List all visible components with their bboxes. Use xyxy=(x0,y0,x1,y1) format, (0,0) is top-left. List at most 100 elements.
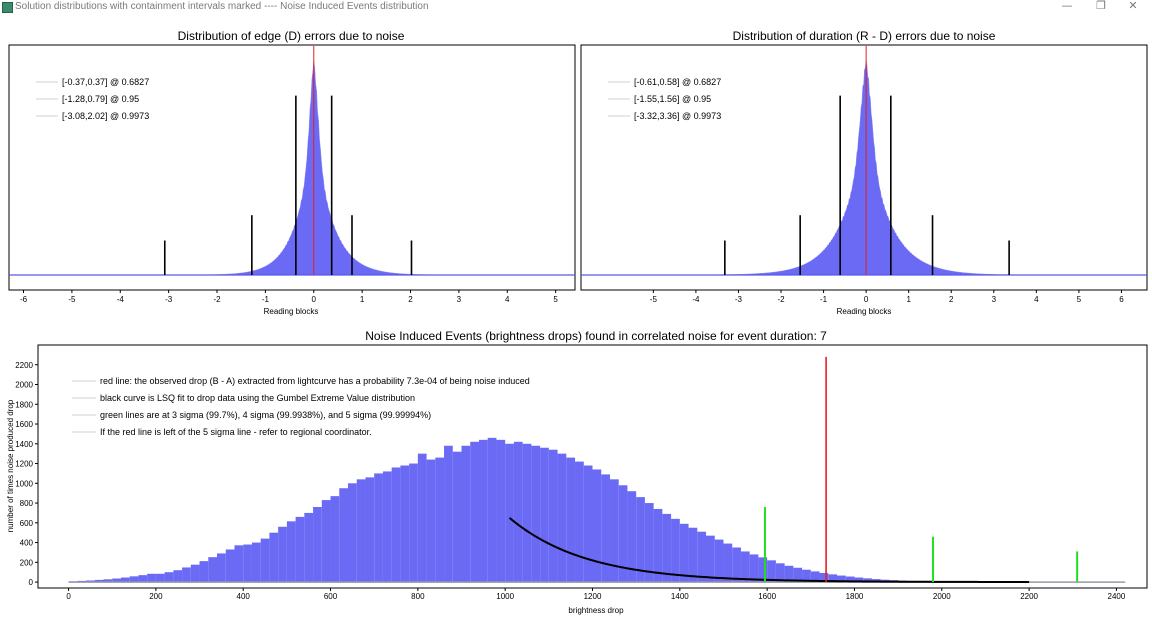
histogram-bar xyxy=(225,549,235,583)
x-tick-label: 5 xyxy=(553,295,558,304)
y-tick-label: 1800 xyxy=(15,400,33,409)
histogram-bar xyxy=(810,571,820,583)
histogram-bar xyxy=(295,516,305,583)
histogram-bar xyxy=(531,445,541,583)
histogram-bar xyxy=(112,578,121,583)
histogram-bar xyxy=(513,441,523,583)
y-tick-label: 400 xyxy=(20,539,34,548)
histogram-bar xyxy=(557,453,567,583)
maximize-button[interactable]: ❐ xyxy=(1096,0,1106,12)
y-tick-label: 1600 xyxy=(15,420,33,429)
histogram-bar xyxy=(653,508,663,583)
chart-title: Noise Induced Events (brightness drops) … xyxy=(365,329,827,343)
histogram-bar xyxy=(802,569,811,583)
histogram-bar xyxy=(138,575,148,583)
x-tick-label: 0 xyxy=(66,592,71,601)
histogram-bar xyxy=(775,563,785,583)
x-tick-label: 1400 xyxy=(671,592,689,601)
histogram-bar xyxy=(147,573,156,583)
x-axis-label: brightness drop xyxy=(568,606,624,615)
histogram-bar xyxy=(644,503,654,583)
histogram-bar xyxy=(505,443,514,583)
app-icon xyxy=(2,2,13,13)
x-tick-label: -1 xyxy=(262,295,270,304)
histogram-bar xyxy=(217,553,226,583)
histogram-bar xyxy=(243,544,252,583)
x-tick-label: -3 xyxy=(735,295,743,304)
x-tick-label: 2000 xyxy=(933,592,951,601)
y-axis-label: number of times noise produced drop xyxy=(6,399,15,532)
legend-entry: black curve is LSQ fit to drop data usin… xyxy=(100,393,415,403)
histogram-bar xyxy=(313,507,322,583)
histogram-bar xyxy=(793,567,803,583)
histogram-bar xyxy=(94,579,104,583)
histogram-bar xyxy=(365,477,375,583)
histogram-bar xyxy=(566,457,576,583)
histogram-bar xyxy=(103,579,113,583)
histogram-bar xyxy=(740,551,750,583)
x-tick-label: -5 xyxy=(68,295,76,304)
histogram-bar xyxy=(697,531,707,583)
noise-events-plot: Noise Induced Events (brightness drops) … xyxy=(6,329,1148,615)
histogram-bar xyxy=(592,469,602,583)
histogram-bar xyxy=(409,463,418,583)
histogram-bar xyxy=(330,496,340,583)
legend-entry: [-0.61,0.58] @ 0.6827 xyxy=(634,77,721,87)
histogram-bar xyxy=(548,449,558,583)
histogram-bar xyxy=(417,453,427,583)
histogram-bar xyxy=(609,479,619,583)
histogram-bar xyxy=(662,513,672,583)
histogram-bar xyxy=(356,479,366,583)
x-tick-label: -1 xyxy=(820,295,828,304)
x-tick-label: 0 xyxy=(312,295,317,304)
x-tick-label: 2 xyxy=(949,295,954,304)
histogram-bar xyxy=(120,577,130,583)
histogram-bar xyxy=(208,557,218,583)
histogram-bar xyxy=(706,535,715,583)
histogram-bar xyxy=(671,518,680,583)
y-tick-label: 1400 xyxy=(15,440,33,449)
histogram-bar xyxy=(784,565,794,583)
histogram-bar xyxy=(854,577,864,583)
legend-entry: [-1.55,1.56] @ 0.95 xyxy=(634,94,711,104)
edge-plot-1: Distribution of duration (R - D) errors … xyxy=(580,29,1148,316)
histogram-bar xyxy=(155,573,165,583)
histogram-bar xyxy=(269,532,279,583)
histogram-bar xyxy=(863,578,872,583)
histogram-bar xyxy=(347,483,357,583)
legend-entry: [-1.28,0.79] @ 0.95 xyxy=(62,94,139,104)
x-tick-label: -6 xyxy=(20,295,28,304)
chart-title: Distribution of duration (R - D) errors … xyxy=(733,29,996,43)
close-button[interactable]: ✕ xyxy=(1128,0,1138,12)
x-tick-label: -4 xyxy=(117,295,125,304)
x-tick-label: 2200 xyxy=(1020,592,1038,601)
histogram-bar xyxy=(601,474,610,583)
x-tick-label: 1 xyxy=(906,295,911,304)
minimize-button[interactable]: — xyxy=(1061,0,1073,12)
legend-entry: [-3.32,3.36] @ 0.9973 xyxy=(634,111,721,121)
histogram-bar xyxy=(828,574,838,583)
x-axis-label: Reading blocks xyxy=(264,307,319,316)
histogram-bar xyxy=(845,576,855,583)
histogram-bar xyxy=(679,523,689,583)
histogram-bar xyxy=(837,575,846,583)
x-tick-label: 1600 xyxy=(758,592,776,601)
y-tick-label: 600 xyxy=(20,519,34,528)
histogram-bar xyxy=(749,554,759,583)
histogram-bar xyxy=(627,491,637,583)
legend-entry: red line: the observed drop (B - A) extr… xyxy=(100,376,530,386)
histogram-bar xyxy=(260,538,270,583)
histogram-bar xyxy=(575,461,584,583)
window-titlebar: Solution distributions with containment … xyxy=(0,0,1152,14)
histogram-bar xyxy=(732,547,741,583)
x-tick-label: 4 xyxy=(505,295,510,304)
legend-entry: green lines are at 3 sigma (99.7%), 4 si… xyxy=(100,410,431,420)
x-tick-label: 2400 xyxy=(1108,592,1126,601)
x-tick-label: -5 xyxy=(650,295,658,304)
histogram-bar xyxy=(636,497,645,583)
legend-entry: [-0.37,0.37] @ 0.6827 xyxy=(62,77,149,87)
histogram-bar xyxy=(452,451,462,583)
histogram-bar xyxy=(522,443,532,583)
histogram-bar xyxy=(86,580,95,583)
